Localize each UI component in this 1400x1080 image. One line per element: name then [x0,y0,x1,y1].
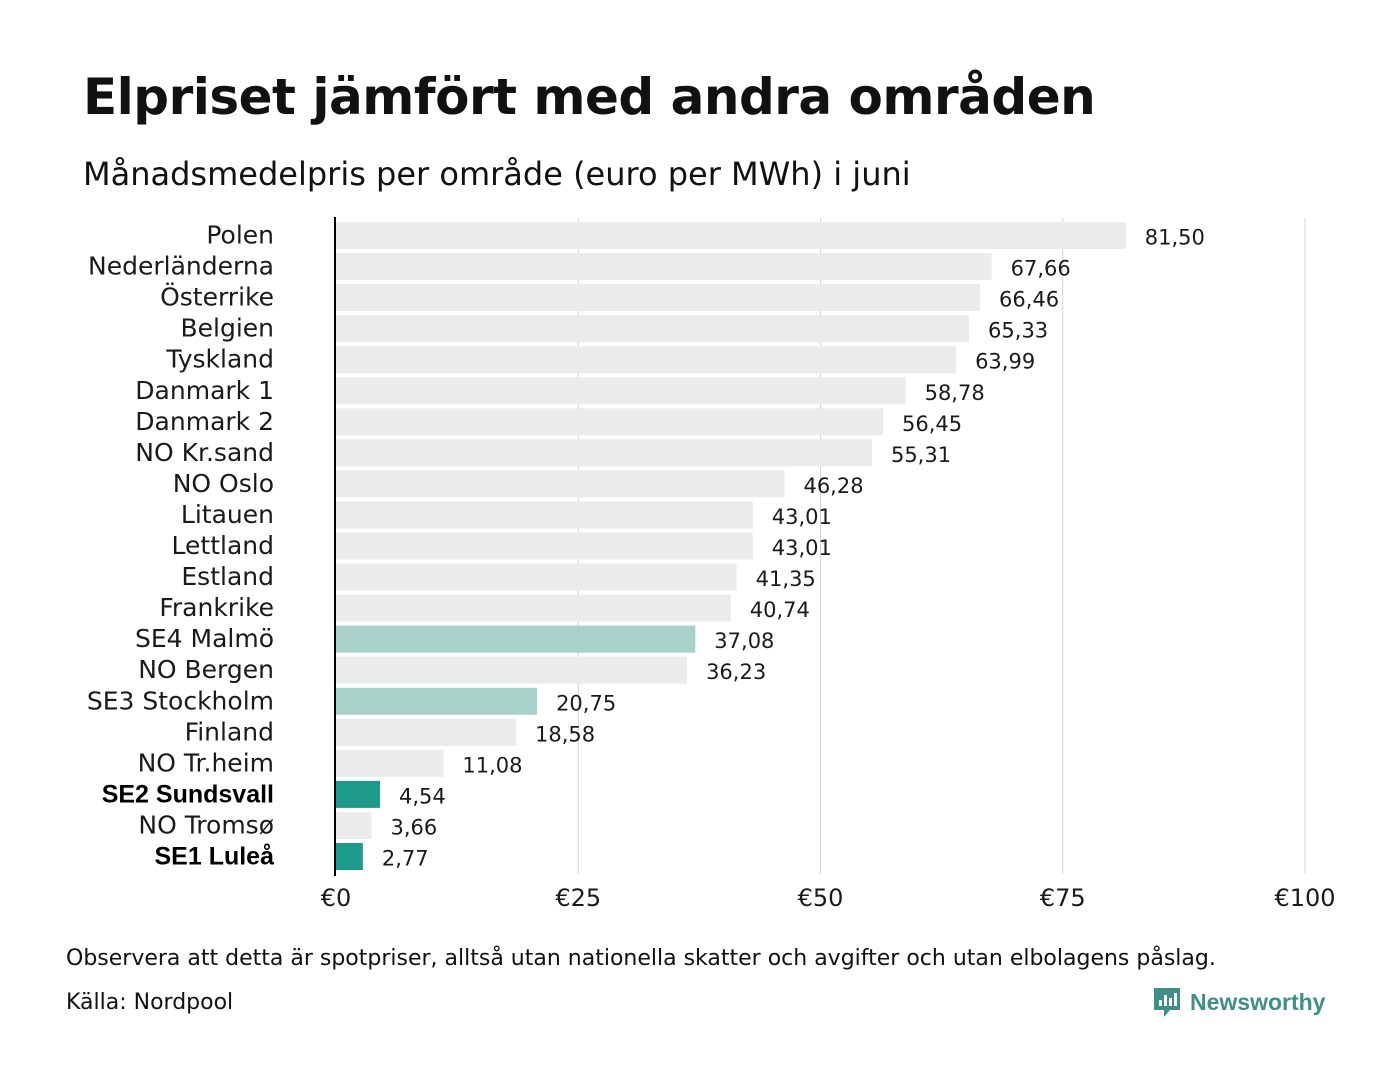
category-label: Belgien [180,314,274,343]
brand-name: Newsworthy [1190,988,1326,1015]
bar [336,377,906,405]
bar [336,594,731,622]
bar [336,749,444,777]
value-label: 58,78 [925,381,985,405]
bar [336,811,372,839]
bar [336,718,517,746]
category-label: Danmark 2 [135,407,274,436]
category-label: SE4 Malmö [135,624,274,653]
bar [336,470,785,498]
value-label: 81,50 [1145,226,1205,250]
value-label: 20,75 [556,691,616,715]
value-label: 63,99 [975,350,1035,374]
category-label: SE2 Sundsvall [102,780,274,808]
x-tick-label: €50 [798,884,844,912]
value-label: 3,66 [390,815,437,839]
category-label: Polen [206,221,274,250]
category-label: Litauen [181,500,274,529]
bar [336,501,753,529]
chart-title: Elpriset jämfört med andra områden [83,68,1096,126]
category-label: NO Tromsø [138,810,274,839]
value-label: 43,01 [772,505,832,529]
value-label: 40,74 [750,598,810,622]
bar [336,222,1126,249]
x-tick-label: €0 [321,884,352,912]
value-label: 2,77 [382,847,429,871]
value-label: 65,33 [988,319,1048,343]
value-label: 4,54 [399,784,446,808]
category-label: Frankrike [159,593,274,622]
category-label: NO Tr.heim [138,748,274,777]
bar [336,780,380,808]
value-label: 36,23 [706,660,766,684]
category-label: Nederländerna [88,252,274,281]
value-label: 18,58 [535,722,595,746]
bar [336,315,970,343]
value-label: 11,08 [462,753,522,777]
x-tick-label: €100 [1274,884,1335,912]
value-label: 37,08 [714,629,774,653]
value-label: 41,35 [756,567,816,591]
bar [336,625,696,653]
x-tick-label: €25 [555,884,601,912]
category-label: Tyskland [165,345,274,374]
footnote: Observera att detta är spotpriser, allts… [66,946,1216,971]
value-label: 67,66 [1011,257,1071,281]
category-label: NO Kr.sand [135,438,274,467]
category-label: Estland [181,562,274,591]
bar [336,284,980,312]
category-label: Danmark 1 [135,376,274,405]
category-label: Lettland [172,531,274,560]
bar-chart: Polen 81,50 Nederländerna 67,66 Österrike 66,… [87,217,1336,912]
bar [336,532,753,560]
bar [336,439,872,467]
newsworthy-logo-icon [1154,988,1180,1017]
value-label: 46,28 [803,474,863,498]
category-label: NO Oslo [173,469,274,498]
chart-subtitle: Månadsmedelpris per område (euro per MWh… [83,155,911,193]
value-label: 66,46 [999,288,1059,312]
category-label: Österrike [160,283,274,312]
bar [336,253,992,281]
bar [336,687,538,715]
value-label: 43,01 [772,536,832,560]
value-label: 55,31 [891,443,951,467]
x-tick-label: €75 [1040,884,1086,912]
category-label: SE1 Luleå [155,843,275,871]
value-label: 56,45 [902,412,962,436]
category-label: SE3 Stockholm [87,686,274,715]
bar [336,843,363,870]
category-label: Finland [185,717,274,746]
bar [336,563,737,591]
newsworthy-logo: Newsworthy [1152,986,1325,1018]
category-label: NO Bergen [138,655,274,684]
bar [336,346,957,374]
source-note: Källa: Nordpool [66,990,234,1015]
bar [336,656,688,684]
bar [336,408,884,436]
